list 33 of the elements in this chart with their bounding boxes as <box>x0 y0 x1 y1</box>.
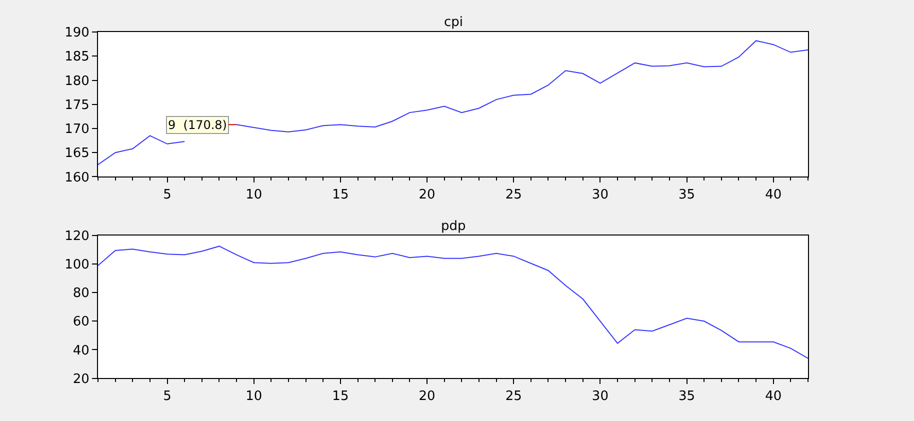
chart-title: cpi <box>444 15 464 30</box>
x-tick-label: 30 <box>592 187 608 202</box>
y-tick-label: 60 <box>72 314 90 330</box>
y-tick-label: 180 <box>64 74 90 89</box>
y-tick-label: 120 <box>64 229 90 244</box>
x-tick-label: 10 <box>246 187 262 202</box>
annotation: 9 (170.8) <box>168 118 227 132</box>
y-tick-label: 175 <box>64 98 90 113</box>
y-tick-label: 20 <box>72 372 90 387</box>
x-tick-label: 40 <box>765 187 782 202</box>
x-tick-label: 15 <box>332 187 349 202</box>
x-tick-label: 10 <box>246 388 262 404</box>
x-tick-label: 5 <box>163 187 172 202</box>
y-tick-label: 40 <box>72 343 90 358</box>
x-tick-label: 40 <box>765 388 782 404</box>
x-tick-label: 30 <box>592 388 608 404</box>
line-series <box>98 246 808 359</box>
y-tick-label: 80 <box>72 286 90 302</box>
y-tick-label: 185 <box>64 50 90 65</box>
x-tick-label: 25 <box>505 187 522 202</box>
y-tick-label: 160 <box>64 170 90 186</box>
x-tick-label: 20 <box>418 388 436 404</box>
x-tick-label: 15 <box>332 388 349 404</box>
x-tick-label: 20 <box>418 187 436 202</box>
chart-title: pdp <box>441 219 466 234</box>
y-tick-label: 170 <box>64 122 90 138</box>
y-tick-label: 100 <box>64 258 90 273</box>
x-tick-label: 5 <box>163 388 172 404</box>
x-tick-label: 35 <box>678 388 696 404</box>
y-tick-label: 190 <box>64 26 90 41</box>
y-tick-label: 165 <box>64 146 90 162</box>
x-tick-label: 25 <box>505 388 522 404</box>
x-tick-label: 35 <box>678 187 696 202</box>
